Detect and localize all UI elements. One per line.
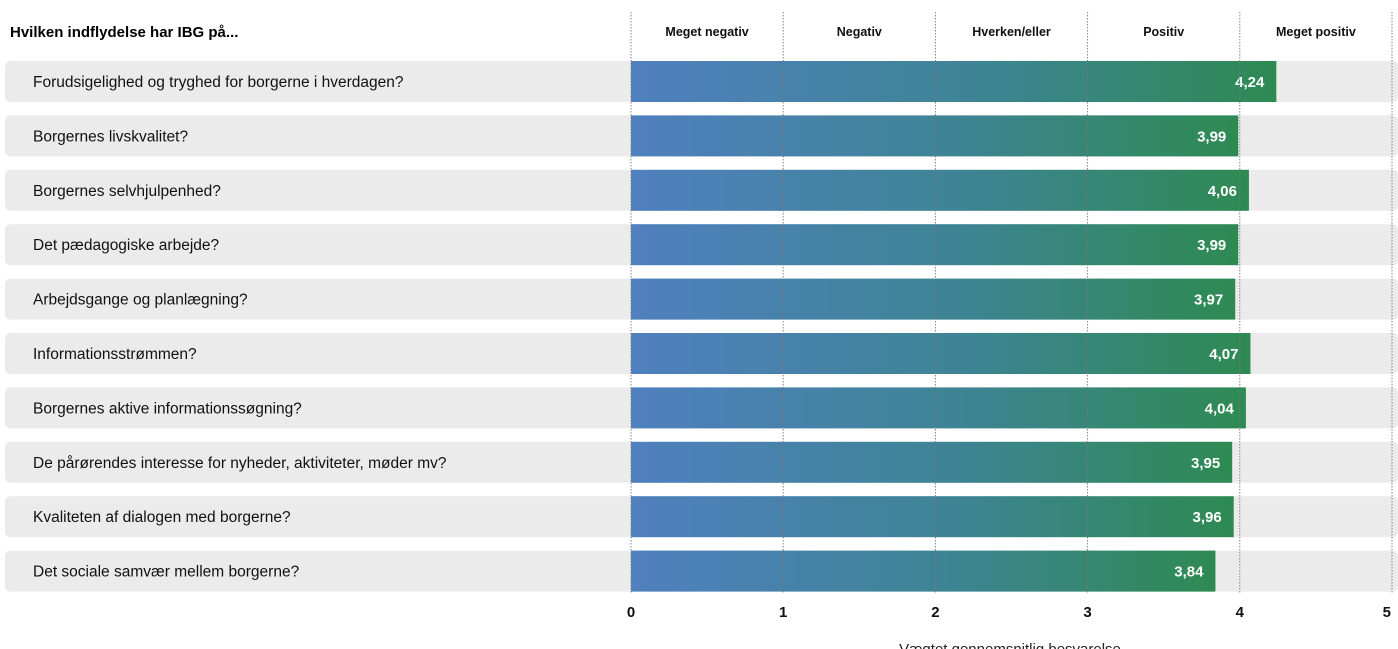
- bar-row: Forudsigelighed og tryghed for borgerne …: [5, 61, 1398, 102]
- bar-row: Arbejdsgange og planlægning? 3,97: [5, 278, 1398, 320]
- category-label: Informationsstrømmen?: [33, 346, 197, 363]
- category-label: Borgernes selvhjulpenhed?: [33, 183, 221, 200]
- data-label: 4,06: [1208, 183, 1237, 200]
- column-header: Hverken/eller: [972, 25, 1051, 39]
- data-label: 3,84: [1174, 564, 1204, 581]
- data-label: 3,99: [1197, 128, 1226, 145]
- bar-row: Borgernes aktive informationssøgning? 4,0…: [5, 387, 1398, 429]
- data-label: 3,99: [1197, 237, 1226, 254]
- bar-row: Det sociale samvær mellem borgerne? 3,84: [5, 550, 1398, 592]
- data-label: 3,95: [1191, 455, 1220, 472]
- bar: [631, 387, 1246, 429]
- category-label: Borgernes aktive informationssøgning?: [33, 400, 302, 417]
- category-label: De pårørendes interesse for nyheder, akt…: [33, 455, 447, 472]
- bar: [631, 224, 1239, 266]
- category-label: Forudsigelighed og tryghed for borgerne …: [33, 74, 404, 91]
- data-label: 3,97: [1194, 292, 1223, 309]
- category-label: Det sociale samvær mellem borgerne?: [33, 564, 300, 581]
- x-tick-label: 3: [1083, 604, 1091, 621]
- x-tick-label: 5: [1383, 604, 1391, 621]
- bar-row: Borgernes selvhjulpenhed? 4,06: [5, 169, 1398, 211]
- data-label: 3,96: [1193, 509, 1222, 526]
- bar-row: Borgernes livskvalitet? 3,99: [5, 115, 1398, 157]
- bar-row: Informationsstrømmen? 4,07: [5, 333, 1398, 374]
- category-label: Borgernes livskvalitet?: [33, 128, 188, 145]
- bar: [631, 278, 1236, 320]
- x-tick-label: 1: [779, 604, 787, 621]
- bar: [631, 169, 1249, 211]
- x-tick-label: 0: [627, 604, 635, 621]
- chart-title: Hvilken indflydelse har IBG på...: [10, 24, 238, 41]
- bar-row: Det pædagogiske arbejde? 3,99: [5, 224, 1398, 266]
- data-label: 4,04: [1205, 400, 1235, 417]
- x-axis-label: Vægtet gennemsnitlig besvarelse: [899, 641, 1121, 649]
- bar-row: Kvaliteten af dialogen med borgerne? 3,96: [5, 496, 1398, 538]
- bar: [631, 441, 1233, 483]
- column-header: Meget positiv: [1276, 25, 1356, 39]
- column-header: Positiv: [1143, 25, 1184, 39]
- category-label: Kvaliteten af dialogen med borgerne?: [33, 509, 291, 526]
- bar: [631, 61, 1277, 102]
- bar: [631, 115, 1239, 157]
- category-label: Det pædagogiske arbejde?: [33, 237, 220, 254]
- column-header: Meget negativ: [665, 25, 748, 39]
- category-label: Arbejdsgange og planlægning?: [33, 292, 248, 309]
- bar-row: De pårørendes interesse for nyheder, akt…: [5, 441, 1398, 483]
- bar: [631, 496, 1234, 538]
- x-tick-label: 4: [1236, 604, 1245, 621]
- x-tick-label: 2: [931, 604, 939, 621]
- data-label: 4,07: [1209, 346, 1238, 363]
- data-label: 4,24: [1235, 74, 1265, 91]
- bar: [631, 333, 1251, 374]
- bar: [631, 550, 1216, 592]
- column-header: Negativ: [837, 25, 882, 39]
